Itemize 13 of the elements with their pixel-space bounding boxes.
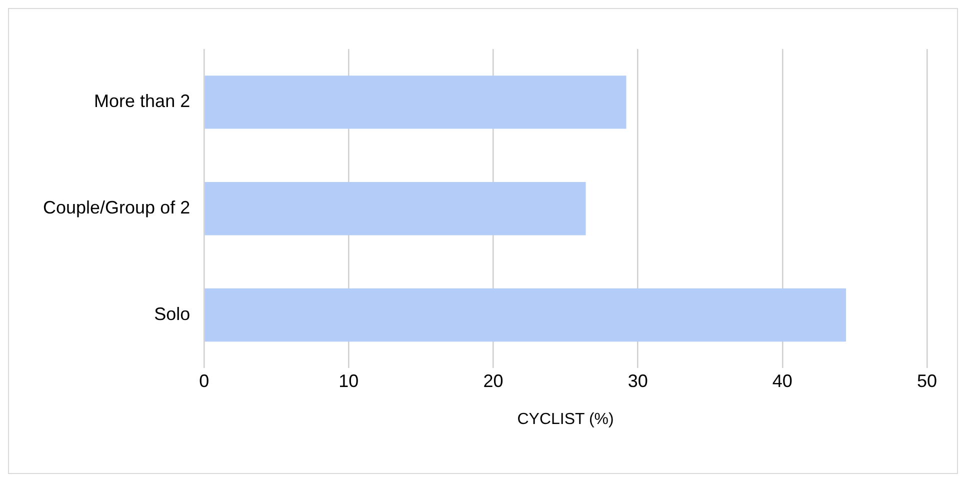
y-tick-label: More than 2 (94, 91, 190, 112)
y-tick-label: Couple/Group of 2 (43, 198, 190, 218)
x-tick-label: 50 (916, 370, 938, 391)
x-tick-label: 0 (199, 370, 210, 391)
x-tick-label: 40 (772, 370, 792, 391)
x-tick-label: 10 (338, 370, 359, 391)
x-axis-title: CYCLIST (%) (517, 410, 614, 428)
bar (204, 288, 846, 342)
bar (204, 182, 586, 236)
y-tick-label: Solo (154, 304, 190, 324)
x-tick-label: 30 (628, 370, 648, 391)
x-tick-label: 20 (483, 370, 504, 391)
bar (204, 76, 626, 129)
